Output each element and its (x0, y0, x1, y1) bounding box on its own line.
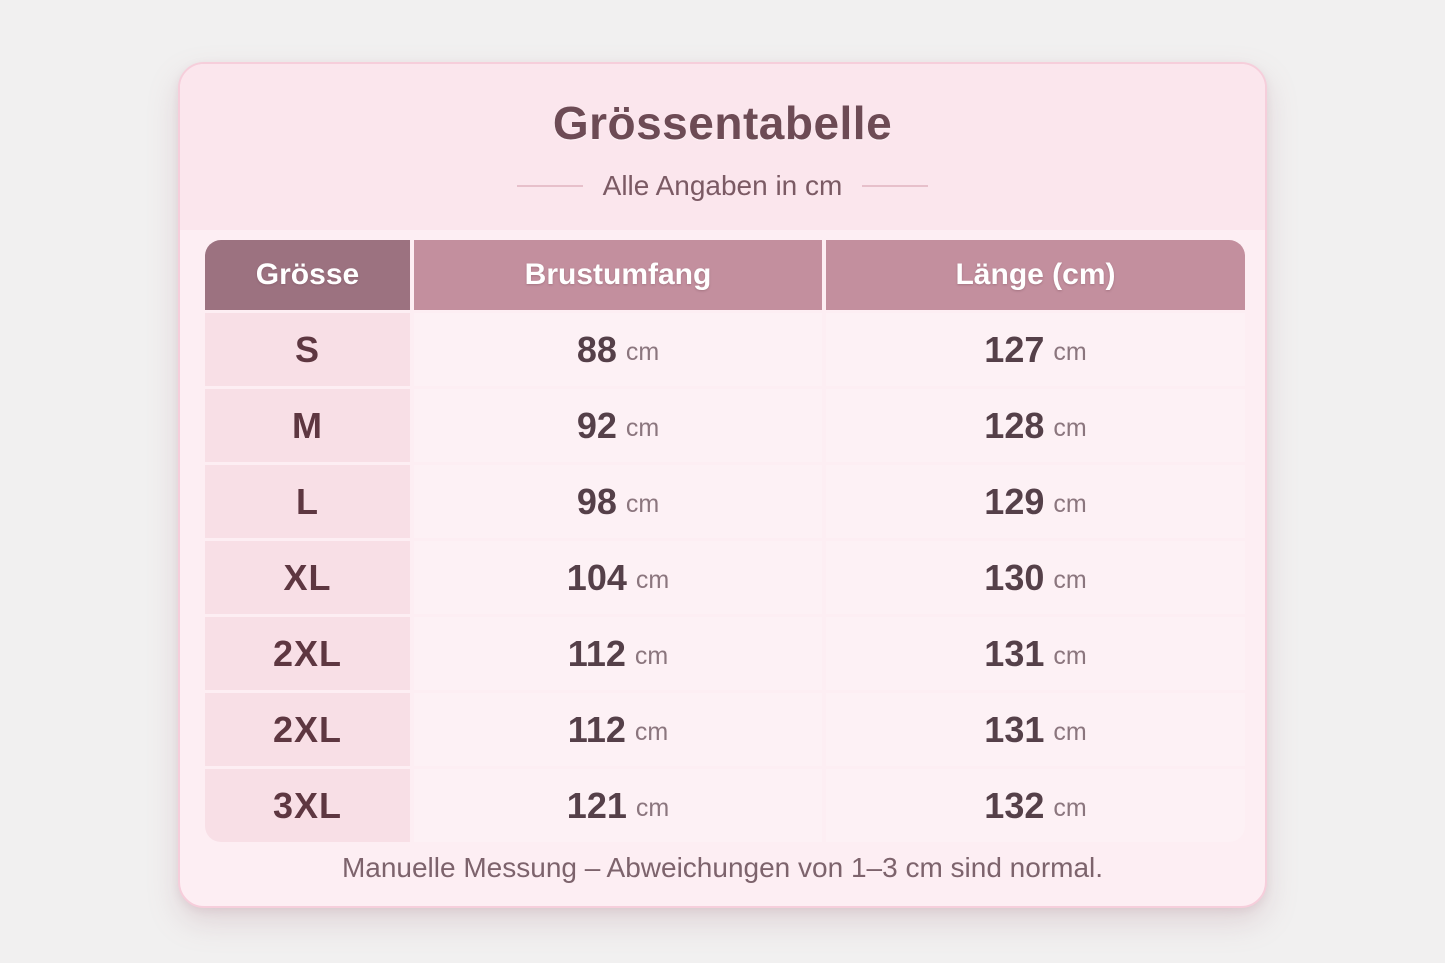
chest-cell: 121 cm (414, 769, 822, 842)
chest-cell: 112 cm (414, 617, 822, 690)
measurement-note: Manuelle Messung – Abweichungen von 1–3 … (341, 852, 1104, 883)
subtitle-right-dash (862, 185, 929, 187)
unit-label: cm (1053, 338, 1087, 366)
size-cell: 2XL (205, 617, 410, 690)
chest-value: 121 (566, 784, 627, 826)
subtitle: Alle Angaben in cm (602, 170, 843, 201)
unit-label: cm (1053, 718, 1087, 746)
chest-value: 104 (566, 556, 627, 598)
unit-label: cm (625, 490, 660, 518)
length-value: 131 (984, 708, 1045, 750)
chest-value: 112 (567, 632, 626, 674)
length-cell: 131 cm (826, 693, 1245, 766)
subtitle-left-dash (516, 185, 583, 187)
chest-cell: 104 cm (414, 541, 822, 614)
chest-value: 98 (576, 480, 617, 522)
chest-cell: 112 cm (414, 693, 822, 766)
length-cell: 128 cm (826, 389, 1245, 462)
column-header-size: Grösse (205, 240, 410, 310)
unit-label: cm (635, 794, 670, 822)
length-cell: 129 cm (826, 465, 1245, 538)
length-cell: 127 cm (826, 313, 1245, 386)
subtitle-row: Alle Angaben in cm (180, 170, 1265, 202)
chest-cell: 92 cm (414, 389, 822, 462)
length-value: 131 (984, 632, 1045, 674)
unit-label: cm (634, 718, 669, 746)
unit-label: cm (625, 414, 660, 442)
size-cell: L (205, 465, 410, 538)
column-header-chest: Brustumfang (414, 240, 822, 310)
unit-label: cm (1053, 414, 1087, 442)
size-cell: XL (205, 541, 410, 614)
length-value: 127 (984, 328, 1045, 370)
length-cell: 130 cm (826, 541, 1245, 614)
unit-label: cm (1053, 642, 1087, 670)
length-value: 130 (984, 556, 1045, 598)
chest-value: 88 (576, 328, 617, 370)
chest-value: 112 (567, 708, 626, 750)
size-cell: 3XL (205, 769, 410, 842)
page-title: Grössentabelle (552, 97, 893, 149)
size-table: Grösse Brustumfang Länge (cm) S 88 cm 127… (205, 240, 1245, 842)
length-value: 128 (984, 404, 1045, 446)
unit-label: cm (635, 566, 670, 594)
size-cell: 2XL (205, 693, 410, 766)
column-header-length: Länge (cm) (826, 240, 1245, 310)
unit-label: cm (625, 338, 660, 366)
size-chart-card: Grössentabelle Alle Angaben in cm Grösse… (178, 62, 1267, 908)
length-cell: 131 cm (826, 617, 1245, 690)
size-cell: S (205, 313, 410, 386)
chest-value: 92 (576, 404, 617, 446)
length-value: 129 (984, 480, 1045, 522)
size-cell: M (205, 389, 410, 462)
length-cell: 132 cm (826, 769, 1245, 842)
unit-label: cm (1053, 794, 1087, 822)
chest-cell: 88 cm (414, 313, 822, 386)
unit-label: cm (1053, 566, 1087, 594)
length-value: 132 (984, 784, 1045, 826)
unit-label: cm (1053, 490, 1087, 518)
title-panel: Grössentabelle Alle Angaben in cm (180, 64, 1265, 230)
unit-label: cm (634, 642, 669, 670)
chest-cell: 98 cm (414, 465, 822, 538)
